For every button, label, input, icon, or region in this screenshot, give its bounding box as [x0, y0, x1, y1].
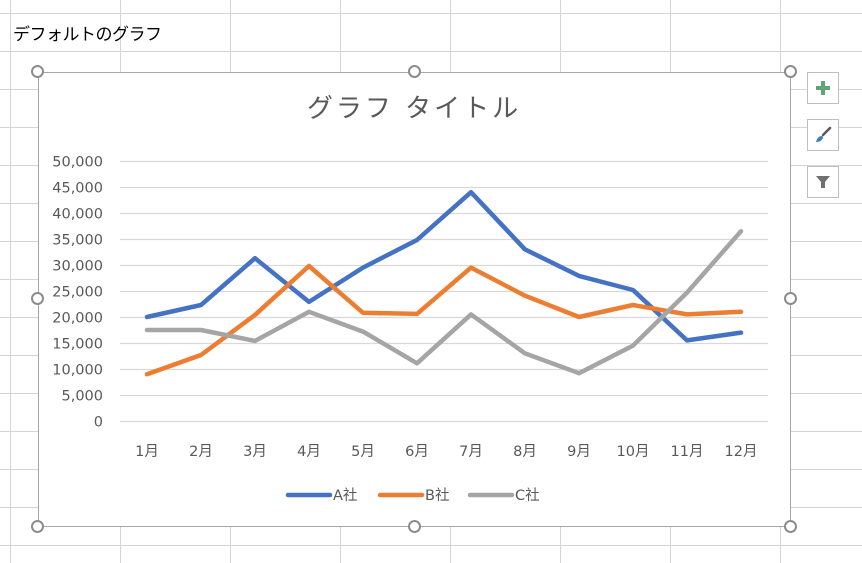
- filter-icon: [816, 176, 830, 188]
- paintbrush-icon: [816, 126, 832, 142]
- chart-area[interactable]: [38, 72, 791, 527]
- y-tick-label: 45,000: [52, 181, 103, 197]
- y-tick-label: 50,000: [52, 155, 103, 171]
- resize-handle-top-center[interactable]: [408, 65, 421, 78]
- x-tick-label: 3月: [243, 444, 267, 460]
- chart-filters-button[interactable]: [807, 166, 839, 198]
- x-tick-label: 12月: [725, 444, 758, 460]
- cell-text[interactable]: デフォルトのグラフ: [13, 25, 162, 45]
- y-tick-label: 0: [94, 415, 103, 431]
- x-tick-label: 2月: [189, 444, 213, 460]
- legend-label: A社: [333, 487, 357, 504]
- y-tick-label: 20,000: [52, 311, 103, 327]
- legend-item[interactable]: B社: [377, 487, 449, 504]
- gridlines: [120, 160, 768, 423]
- resize-handle-middle-right[interactable]: [784, 292, 797, 305]
- x-tick-label: 1月: [135, 444, 159, 460]
- y-tick-label: 10,000: [52, 363, 103, 379]
- chart-title[interactable]: グラフ タイトル: [307, 94, 521, 124]
- x-tick-label: 8月: [513, 444, 537, 460]
- legend-label: B社: [425, 487, 449, 504]
- x-tick-label: 9月: [567, 444, 591, 460]
- chart-elements-button[interactable]: [807, 72, 839, 104]
- x-tick-label: 7月: [459, 444, 483, 460]
- resize-handle-bottom-left[interactable]: [31, 520, 44, 533]
- legend[interactable]: A社 B社 C社: [285, 487, 540, 504]
- x-tick-label: 6月: [405, 444, 429, 460]
- series-line[interactable]: [144, 189, 744, 343]
- resize-handle-bottom-right[interactable]: [784, 520, 797, 533]
- x-axis-labels: 1月 2月 3月 4月 5月 6月 7月 8月 9月 10月 11月 12月: [135, 444, 757, 460]
- legend-item[interactable]: A社: [285, 487, 357, 504]
- legend-label: C社: [515, 487, 540, 504]
- y-tick-label: 35,000: [52, 233, 103, 249]
- x-tick-label: 10月: [617, 444, 650, 460]
- y-axis-labels: 0 5,000 10,000 15,000 20,000 25,000 30,000 35,0…: [52, 155, 103, 431]
- y-tick-label: 40,000: [52, 207, 103, 223]
- resize-handle-middle-left[interactable]: [31, 292, 44, 305]
- y-tick-label: 30,000: [52, 259, 103, 275]
- chart-styles-button[interactable]: [807, 119, 839, 151]
- series-line[interactable]: [144, 263, 744, 377]
- plus-icon: [816, 81, 830, 95]
- resize-handle-top-left[interactable]: [31, 65, 44, 78]
- x-tick-label: 5月: [351, 444, 375, 460]
- y-tick-label: 25,000: [52, 285, 103, 301]
- y-tick-label: 15,000: [52, 337, 103, 353]
- resize-handle-bottom-center[interactable]: [408, 520, 421, 533]
- x-tick-label: 4月: [297, 444, 321, 460]
- series-line[interactable]: [144, 228, 744, 376]
- y-tick-label: 5,000: [61, 389, 103, 405]
- series-lines[interactable]: [144, 189, 744, 377]
- x-tick-label: 11月: [671, 444, 704, 460]
- legend-item[interactable]: C社: [467, 487, 540, 504]
- resize-handle-top-right[interactable]: [784, 65, 797, 78]
